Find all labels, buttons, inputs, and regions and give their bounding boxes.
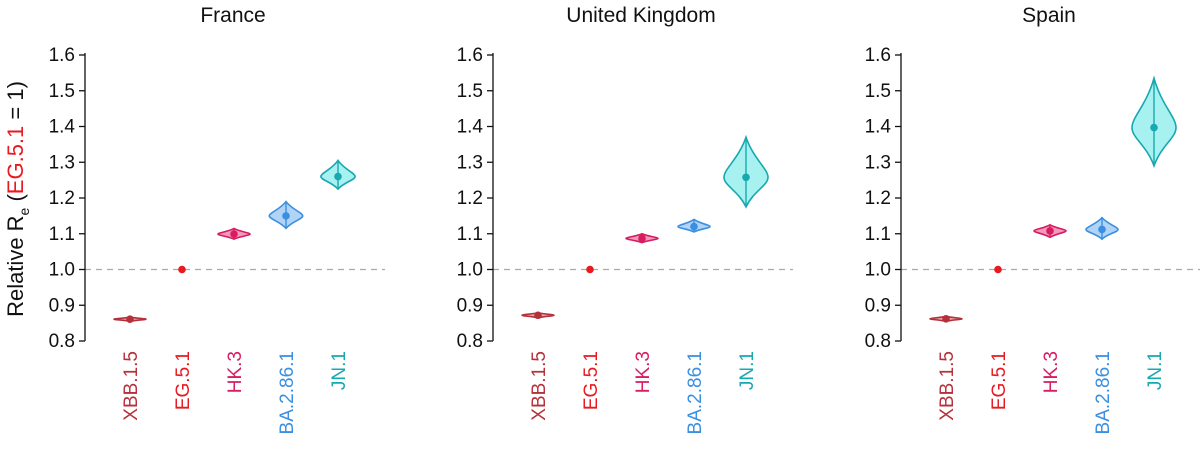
- category-label: JN.1: [1145, 351, 1166, 390]
- y-tick-label: 1.3: [457, 152, 483, 173]
- median-point: [282, 212, 290, 220]
- violin-ba-2-86-1: [268, 200, 304, 230]
- y-axis-title-subscript: e: [16, 207, 32, 215]
- category-label: EG.5.1: [173, 351, 194, 410]
- y-tick-label: 1.4: [457, 117, 484, 138]
- median-point: [1046, 227, 1054, 235]
- y-tick-label: 0.9: [49, 295, 75, 316]
- y-tick-label: 0.9: [457, 295, 483, 316]
- category-label: EG.5.1: [581, 351, 602, 410]
- violin-hk-3: [625, 232, 659, 244]
- median-point: [742, 173, 750, 182]
- violin-hk-3: [217, 227, 251, 241]
- y-tick-label: 0.9: [865, 295, 891, 316]
- median-point: [178, 265, 186, 274]
- median-point: [638, 234, 646, 243]
- y-tick-label: 1.1: [49, 224, 75, 245]
- panel-spain: Spain 0.8 0.9 1.0 1.1 1.2 1.3 1.4 1.5 1.6 XBB.1.5 E…: [865, 4, 1200, 434]
- panel-france: France 0.8 0.9 1.0 1.1 1.2 1.3 1.4 1.5 1.6 XBB.1.5…: [49, 4, 385, 434]
- y-tick-label: 1.5: [49, 81, 75, 102]
- y-tick-label: 1.3: [865, 152, 891, 173]
- violin-xbb-1-5: [113, 315, 147, 323]
- y-tick-label: 0.8: [49, 331, 75, 352]
- category-label: XBB.1.5: [121, 351, 142, 421]
- median-point: [534, 311, 542, 320]
- violin-eg-5-1: [178, 265, 186, 274]
- violin-jn-1: [1131, 75, 1177, 169]
- y-tick-label: 1.3: [49, 152, 75, 173]
- y-tick-label: 1.0: [49, 260, 75, 281]
- median-point: [230, 230, 238, 238]
- y-tick-label: 1.6: [49, 45, 75, 66]
- category-label: HK.3: [633, 351, 654, 393]
- panel-united-kingdom: United Kingdom 0.8 0.9 1.0 1.1 1.2 1.3 1.4 1.5 1.…: [457, 4, 793, 434]
- y-tick-label: 1.2: [457, 188, 483, 209]
- y-tick-label: 1.6: [865, 45, 891, 66]
- y-tick-label: 1.0: [865, 260, 891, 281]
- y-tick-label: 1.4: [865, 117, 892, 138]
- violin-eg-5-1: [586, 265, 594, 274]
- median-point: [994, 265, 1002, 274]
- panel-title: United Kingdom: [566, 4, 715, 27]
- median-point: [1098, 225, 1106, 234]
- panel-title: France: [200, 4, 265, 27]
- category-label: HK.3: [225, 351, 246, 393]
- chart-panels: France 0.8 0.9 1.0 1.1 1.2 1.3 1.4 1.5 1.6 XBB.1.5…: [49, 4, 1200, 434]
- median-point: [334, 172, 342, 181]
- median-point: [126, 315, 134, 323]
- category-label: HK.3: [1041, 351, 1062, 393]
- y-tick-label: 1.1: [457, 224, 483, 245]
- violin-jn-1: [320, 159, 356, 191]
- violin-xbb-1-5: [929, 315, 963, 323]
- category-label: EG.5.1: [989, 351, 1010, 410]
- y-tick-label: 0.8: [457, 331, 483, 352]
- category-label: XBB.1.5: [937, 351, 958, 421]
- category-label: BA.2.86.1: [1093, 351, 1114, 434]
- violin-ba-2-86-1: [1085, 216, 1119, 241]
- panel-title: Spain: [1022, 4, 1076, 27]
- violin-eg-5-1: [994, 265, 1002, 274]
- y-tick-label: 1.5: [865, 81, 891, 102]
- median-point: [586, 265, 594, 274]
- category-label: XBB.1.5: [529, 351, 550, 421]
- y-axis-title-open: (: [3, 194, 28, 208]
- y-tick-label: 1.0: [457, 260, 483, 281]
- y-axis-title: Relative Re (EG.5.1 = 1): [3, 81, 32, 317]
- y-axis-title-highlight: EG.5.1: [3, 126, 28, 194]
- y-tick-label: 1.5: [457, 81, 483, 102]
- violin-jn-1: [723, 134, 769, 209]
- median-point: [690, 222, 698, 231]
- median-point: [942, 315, 950, 323]
- y-tick-label: 0.8: [865, 331, 891, 352]
- y-tick-label: 1.6: [457, 45, 483, 66]
- y-axis-title-prefix: Relative R: [3, 215, 28, 316]
- y-tick-label: 1.1: [865, 224, 891, 245]
- category-label: JN.1: [329, 351, 350, 390]
- y-tick-label: 1.2: [49, 188, 75, 209]
- violin-ba-2-86-1: [677, 218, 711, 233]
- violin-xbb-1-5: [521, 311, 555, 320]
- category-label: JN.1: [737, 351, 758, 390]
- y-tick-label: 1.2: [865, 188, 891, 209]
- violin-hk-3: [1033, 223, 1067, 239]
- y-tick-label: 1.4: [49, 117, 76, 138]
- median-point: [1150, 123, 1158, 132]
- y-axis-title-suffix: = 1): [3, 81, 28, 126]
- category-label: BA.2.86.1: [277, 351, 298, 434]
- category-label: BA.2.86.1: [685, 351, 706, 434]
